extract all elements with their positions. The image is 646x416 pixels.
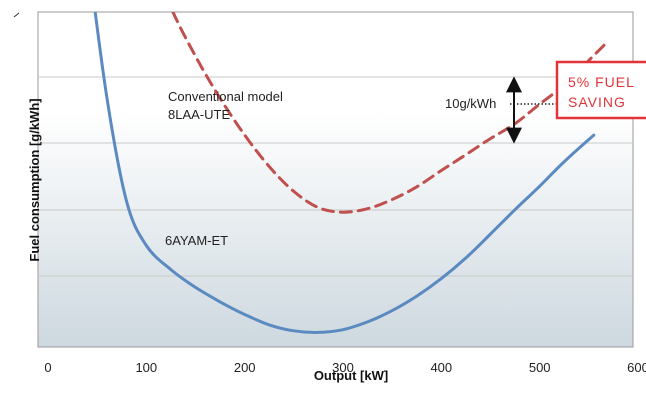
fuel-saving-box — [555, 60, 646, 120]
series-layer — [93, 12, 610, 334]
x-tick-label: 0 — [44, 360, 51, 375]
series-line-conventional-model — [171, 12, 610, 214]
x-tick-label: 200 — [234, 360, 256, 375]
series-line-6ayam-et — [93, 12, 596, 334]
new-model-label: 6AYAM-ET — [165, 233, 228, 248]
fuel-saving-callout: 5% FUEL SAVING — [555, 60, 646, 120]
fuel-saving-line2: SAVING — [568, 94, 626, 110]
x-tick-label: 400 — [430, 360, 452, 375]
difference-label: 10g/kWh — [445, 96, 496, 111]
conventional-model-label: Conventional model — [168, 89, 283, 104]
x-tick-label: 300 — [332, 360, 354, 375]
conventional-model-code-label: 8LAA-UTE — [168, 107, 230, 122]
x-tick-label: 600 — [627, 360, 646, 375]
plot-area — [37, 11, 634, 348]
x-tick-label: 500 — [529, 360, 551, 375]
fuel-saving-line1: 5% FUEL — [568, 74, 635, 90]
x-axis-title: Output [kW] — [314, 368, 388, 383]
corner-mark — [13, 12, 20, 18]
y-axis-title: Fuel consumption [g/kWh] — [27, 98, 42, 261]
x-tick-label: 100 — [135, 360, 157, 375]
gridlines — [38, 76, 633, 277]
x-axis-ticks: 0 100 200 300 400 500 600 — [44, 360, 646, 375]
